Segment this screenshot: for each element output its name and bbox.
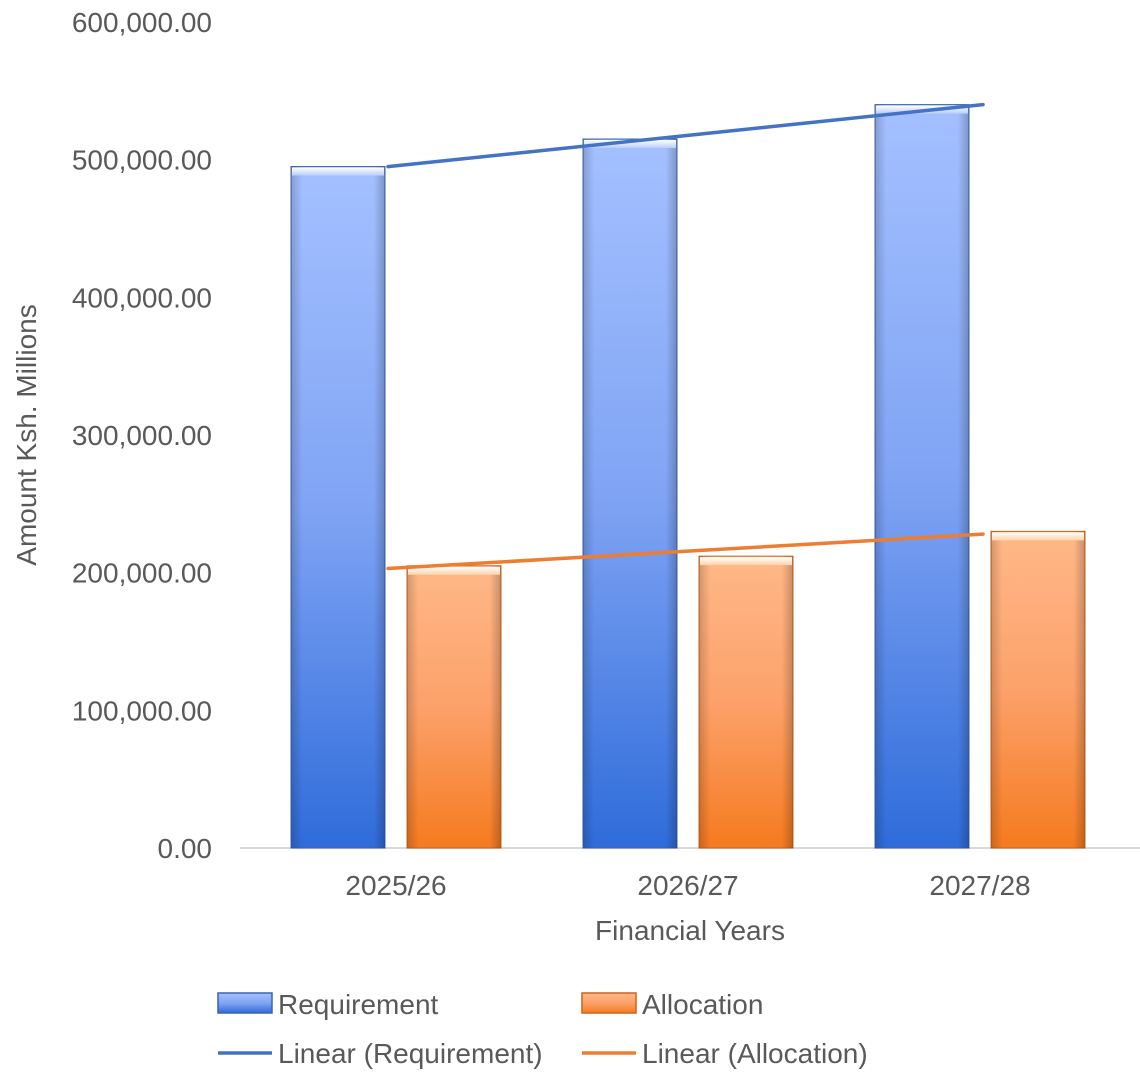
legend-label-allocation: Allocation (642, 989, 763, 1020)
bar-requirement (290, 166, 386, 849)
x-axis-tick-labels: 2025/26 2026/27 2027/28 (345, 870, 1030, 901)
y-axis-tick-labels: 0.00 100,000.00 200,000.00 300,000.00 400,00… (72, 7, 212, 864)
bar-requirement (874, 104, 970, 849)
bar-shading (583, 139, 677, 848)
bar-bevel (292, 167, 384, 176)
legend-item-allocation: Allocation (581, 989, 763, 1020)
y-tick-label: 600,000.00 (72, 7, 212, 38)
legend-item-linear-allocation: Linear (Allocation) (582, 1038, 868, 1069)
y-tick-label: 0.00 (158, 833, 213, 864)
y-tick-label: 500,000.00 (72, 145, 212, 176)
bar-shading (875, 104, 969, 849)
legend-swatch-allocation (581, 992, 637, 1014)
x-axis-title: Financial Years (595, 915, 785, 946)
bar-allocation (406, 565, 502, 849)
trendline-linear-allocation (386, 532, 985, 571)
legend: Requirement Allocation Linear (Requireme… (217, 989, 868, 1069)
bar-shading (699, 556, 793, 848)
bar-allocation (698, 555, 794, 849)
legend-item-requirement: Requirement (217, 989, 439, 1020)
bar-shading (991, 531, 1085, 848)
bar-bevel (408, 566, 500, 575)
bar-allocation (990, 530, 1086, 849)
y-tick-label: 200,000.00 (72, 558, 212, 589)
trendline-linear-requirement (386, 102, 985, 169)
x-tick-label: 2025/26 (345, 870, 446, 901)
legend-swatch-requirement (217, 992, 273, 1014)
bar-group (290, 104, 1086, 849)
bar-shading (291, 166, 385, 849)
legend-label-linear-allocation: Linear (Allocation) (642, 1038, 868, 1069)
x-tick-label: 2026/27 (637, 870, 738, 901)
legend-label-requirement: Requirement (278, 989, 439, 1020)
bar-shading (407, 565, 501, 848)
y-tick-label: 400,000.00 (72, 282, 212, 313)
y-tick-label: 100,000.00 (72, 695, 212, 726)
x-tick-label: 2027/28 (929, 870, 1030, 901)
legend-label-linear-requirement: Linear (Requirement) (278, 1038, 543, 1069)
bar-bevel (700, 557, 792, 566)
y-axis-title: Amount Ksh. Millions (11, 304, 42, 565)
bar-bevel (584, 140, 676, 149)
legend-item-linear-requirement: Linear (Requirement) (218, 1038, 543, 1069)
y-tick-label: 300,000.00 (72, 420, 212, 451)
bar-bevel (992, 532, 1084, 541)
trendline-group (386, 102, 985, 571)
bar-requirement (582, 138, 678, 849)
